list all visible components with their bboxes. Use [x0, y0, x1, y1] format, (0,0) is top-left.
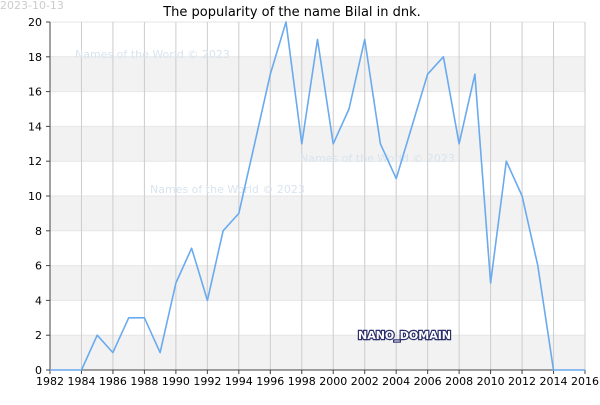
x-tick-label: 2014: [540, 375, 568, 388]
series-line: [50, 21, 585, 371]
watermark-text: Names of the World © 2023: [150, 183, 305, 196]
data-point: [552, 369, 554, 371]
y-tick-labels: 0 2 4 6 8 10 12 14 16 18 20: [28, 16, 50, 377]
x-tick-label: 2006: [414, 375, 442, 388]
data-point: [364, 38, 366, 40]
chart-title: The popularity of the name Bilal in dnk.: [162, 5, 421, 20]
y-tick-label: 18: [28, 51, 42, 64]
data-point: [505, 160, 507, 162]
data-point: [458, 143, 460, 145]
data-point: [190, 247, 192, 249]
y-tick-label: 14: [28, 120, 42, 133]
x-tick-label: 2008: [445, 375, 473, 388]
data-point: [568, 369, 570, 371]
data-point: [238, 212, 240, 214]
x-tick-labels: 1982 1984 1986 1988 1990 1992 1994 1996 1998 2000…: [36, 370, 599, 388]
x-tick-label: 1990: [162, 375, 190, 388]
watermarks: Names of the World © 2023 Names of the Wo…: [75, 48, 455, 196]
y-tick-label: 12: [28, 155, 42, 168]
data-point: [206, 299, 208, 301]
grid-band: [50, 265, 585, 301]
series-group: [49, 21, 586, 371]
x-tick-label: 1996: [256, 375, 284, 388]
watermark-text: Names of the World © 2023: [75, 48, 230, 61]
y-tick-label: 10: [28, 190, 42, 203]
data-point: [175, 282, 177, 284]
x-tick-label: 2016: [571, 375, 599, 388]
y-tick-label: 4: [35, 294, 42, 307]
data-point: [426, 73, 428, 75]
x-tick-label: 1998: [288, 375, 316, 388]
data-point: [80, 369, 82, 371]
data-point: [143, 317, 145, 319]
data-point: [127, 317, 129, 319]
data-point: [521, 195, 523, 197]
x-tick-label: 1994: [225, 375, 253, 388]
data-point: [112, 351, 114, 353]
grid-band: [50, 126, 585, 162]
data-point: [584, 369, 586, 371]
data-point: [301, 143, 303, 145]
grid-band: [50, 56, 585, 92]
grid-band: [50, 196, 585, 231]
overlay-label: NANO_DOMAIN: [358, 329, 451, 342]
x-tick-label: 2000: [319, 375, 347, 388]
data-point: [222, 230, 224, 232]
watermark-text: Names of the World © 2023: [300, 152, 455, 165]
x-tick-label: 2010: [477, 375, 505, 388]
y-tick-label: 0: [35, 364, 42, 377]
y-tick-label: 8: [35, 225, 42, 238]
data-point: [474, 73, 476, 75]
data-point: [159, 351, 161, 353]
data-point: [537, 264, 539, 266]
x-tick-label: 2004: [382, 375, 410, 388]
x-tick-label: 1982: [36, 375, 64, 388]
x-tick-label: 2002: [351, 375, 379, 388]
data-point: [489, 282, 491, 284]
background-bands: [50, 21, 585, 371]
data-point: [285, 21, 287, 23]
data-point: [49, 369, 51, 371]
x-tick-label: 1986: [99, 375, 127, 388]
x-tick-label: 1984: [67, 375, 95, 388]
data-point: [411, 125, 413, 127]
x-tick-label: 2012: [508, 375, 536, 388]
data-point: [442, 56, 444, 58]
y-tick-label: 20: [28, 16, 42, 29]
data-point: [96, 334, 98, 336]
data-point: [65, 369, 67, 371]
y-tick-label: 2: [35, 329, 42, 342]
data-point: [269, 73, 271, 75]
y-tick-label: 6: [35, 260, 42, 273]
data-point: [379, 143, 381, 145]
x-tick-label: 1992: [193, 375, 221, 388]
data-point: [348, 108, 350, 110]
y-tick-label: 16: [28, 86, 42, 99]
date-stamp: 2023-10-13: [0, 0, 64, 12]
data-point: [316, 38, 318, 40]
data-point: [395, 177, 397, 179]
grid-band: [50, 335, 585, 370]
data-point: [253, 143, 255, 145]
data-point: [332, 143, 334, 145]
x-tick-label: 1988: [130, 375, 158, 388]
